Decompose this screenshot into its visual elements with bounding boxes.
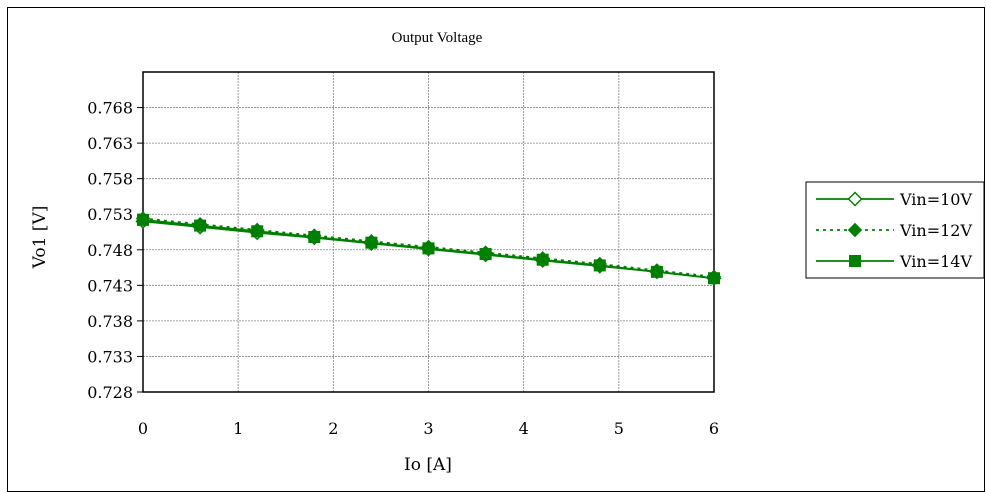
gridlines bbox=[143, 72, 714, 392]
legend-box bbox=[805, 181, 985, 279]
series-line bbox=[142, 217, 715, 278]
data-point bbox=[650, 265, 663, 278]
data-point bbox=[593, 259, 606, 272]
x-tick-label: 4 bbox=[519, 419, 529, 438]
y-tick-label: 0.768 bbox=[87, 99, 133, 118]
y-tick-label: 0.748 bbox=[87, 241, 133, 260]
x-tick-label: 6 bbox=[709, 419, 719, 438]
data-point bbox=[422, 242, 435, 255]
x-tick-label: 1 bbox=[233, 419, 243, 438]
x-tick-label: 5 bbox=[614, 419, 624, 438]
x-axis-label: Io [A] bbox=[404, 455, 452, 475]
data-point bbox=[365, 236, 378, 249]
legend-marker bbox=[849, 255, 861, 267]
axes: 0 1 2 3 4 5 6 0.728 0.733 0.738 0.743 0.748 0.753 0.7… bbox=[87, 71, 719, 438]
legend-marker bbox=[847, 222, 863, 238]
y-tick-label: 0.763 bbox=[87, 134, 133, 153]
data-point bbox=[308, 230, 321, 243]
legend-label: Vin=12V bbox=[899, 221, 972, 240]
legend-label: Vin=14V bbox=[899, 252, 972, 271]
x-tick-label: 0 bbox=[138, 419, 148, 438]
data-point bbox=[251, 225, 264, 238]
data-point bbox=[536, 253, 549, 266]
data-point bbox=[479, 248, 492, 261]
y-tick-label: 0.753 bbox=[87, 205, 133, 224]
y-tick-label: 0.738 bbox=[87, 312, 133, 331]
data-point bbox=[137, 213, 149, 226]
series-layer bbox=[135, 211, 722, 286]
x-tick-label: 3 bbox=[423, 419, 433, 438]
series-vin-14v bbox=[137, 213, 720, 285]
y-tick-label: 0.758 bbox=[87, 170, 133, 189]
legend-label: Vin=10V bbox=[899, 190, 972, 209]
data-point bbox=[708, 272, 720, 285]
legend: Vin=10V Vin=12V Vin=14V bbox=[805, 181, 985, 279]
plot-area-border bbox=[142, 71, 715, 393]
y-tick-label: 0.728 bbox=[87, 383, 133, 402]
chart-title: Output Voltage bbox=[392, 30, 483, 46]
y-tick-label: 0.733 bbox=[87, 347, 133, 366]
y-axis-label: Vo1 [V] bbox=[30, 206, 50, 270]
legend-marker bbox=[847, 191, 863, 207]
data-point bbox=[194, 219, 207, 232]
x-tick-label: 2 bbox=[328, 419, 338, 438]
y-tick-label: 0.743 bbox=[87, 276, 133, 295]
